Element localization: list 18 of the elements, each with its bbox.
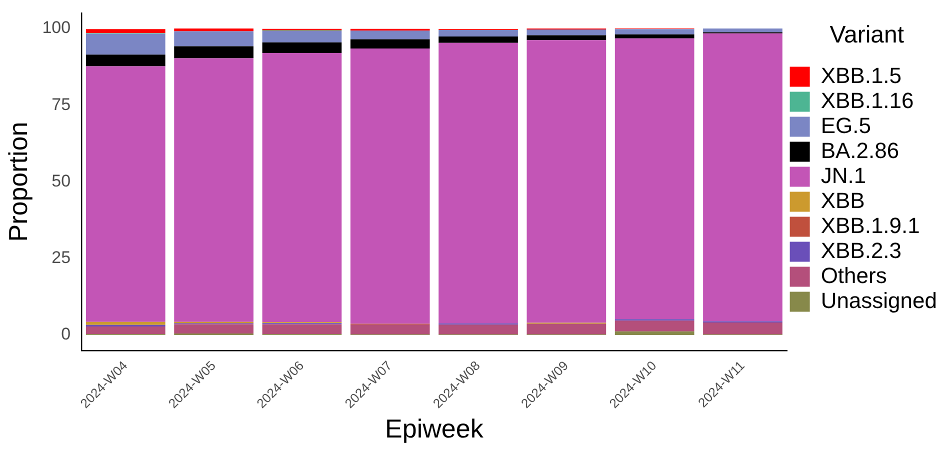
y-tick-label: 0 bbox=[61, 324, 71, 344]
legend-label: XBB.1.16 bbox=[820, 88, 914, 113]
y-tick-label: 25 bbox=[52, 248, 71, 268]
y-tick-label: 50 bbox=[52, 171, 71, 190]
legend-label: XBB.2.3 bbox=[820, 238, 902, 263]
legend-label: XBB bbox=[820, 188, 865, 213]
y-axis-title: Proportion bbox=[2, 122, 33, 242]
y-tick-label: 100 bbox=[42, 18, 71, 38]
legend-label: XBB.1.5 bbox=[820, 62, 902, 88]
legend-label: XBB.1.9.1 bbox=[820, 212, 920, 238]
legend-label: JN.1 bbox=[820, 162, 866, 188]
x-axis-title: Epiweek bbox=[385, 414, 484, 444]
legend-title: Variant bbox=[830, 22, 904, 49]
legend-label: Unassigned bbox=[820, 288, 937, 313]
legend-label: Others bbox=[820, 262, 887, 288]
legend-label: BA.2.86 bbox=[820, 138, 900, 163]
y-tick-label: 75 bbox=[52, 94, 71, 114]
legend-label: EG.5 bbox=[820, 112, 871, 138]
